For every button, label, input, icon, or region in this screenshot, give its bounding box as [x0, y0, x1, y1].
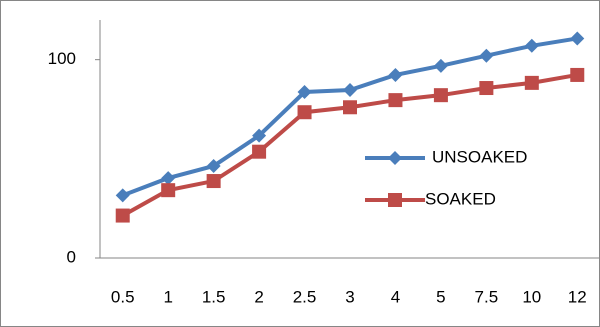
x-tick-label: 3	[345, 287, 354, 306]
data-point	[479, 48, 494, 63]
data-point	[206, 174, 221, 189]
x-tick-label: 10	[522, 287, 541, 306]
data-point	[297, 105, 312, 120]
data-point	[479, 81, 494, 96]
legend-marker	[388, 193, 402, 207]
data-point	[161, 183, 176, 198]
x-tick-label: 1	[163, 287, 172, 306]
x-tick-label: 5	[436, 287, 445, 306]
data-point	[388, 93, 403, 108]
legend-marker	[388, 151, 402, 165]
x-tick-label: 2	[254, 287, 263, 306]
series-line	[122, 36, 578, 198]
x-tick-label: 2.5	[293, 287, 317, 306]
data-point	[524, 38, 539, 53]
data-point	[252, 144, 267, 159]
data-point	[524, 75, 539, 90]
data-point	[115, 208, 130, 223]
legend-label: SOAKED	[425, 189, 496, 208]
data-point	[343, 100, 357, 115]
data-point	[252, 128, 267, 143]
x-tick-label: 0.5	[111, 287, 135, 306]
x-tick-label: 7.5	[475, 287, 499, 306]
y-tick-label: 100	[48, 49, 76, 68]
x-tick-label: 12	[568, 287, 587, 306]
data-point	[297, 84, 312, 99]
data-point	[115, 188, 130, 203]
data-point	[343, 83, 357, 98]
data-point	[388, 67, 403, 82]
data-point	[570, 31, 585, 46]
data-point	[206, 158, 221, 173]
legend-label: UNSOAKED	[432, 147, 527, 166]
y-tick-label: 0	[67, 247, 76, 266]
data-point	[570, 67, 585, 82]
data-point	[433, 58, 448, 73]
x-tick-label: 4	[391, 287, 400, 306]
data-point	[433, 88, 448, 103]
x-tick-label: 1.5	[202, 287, 226, 306]
data-point	[161, 171, 176, 186]
